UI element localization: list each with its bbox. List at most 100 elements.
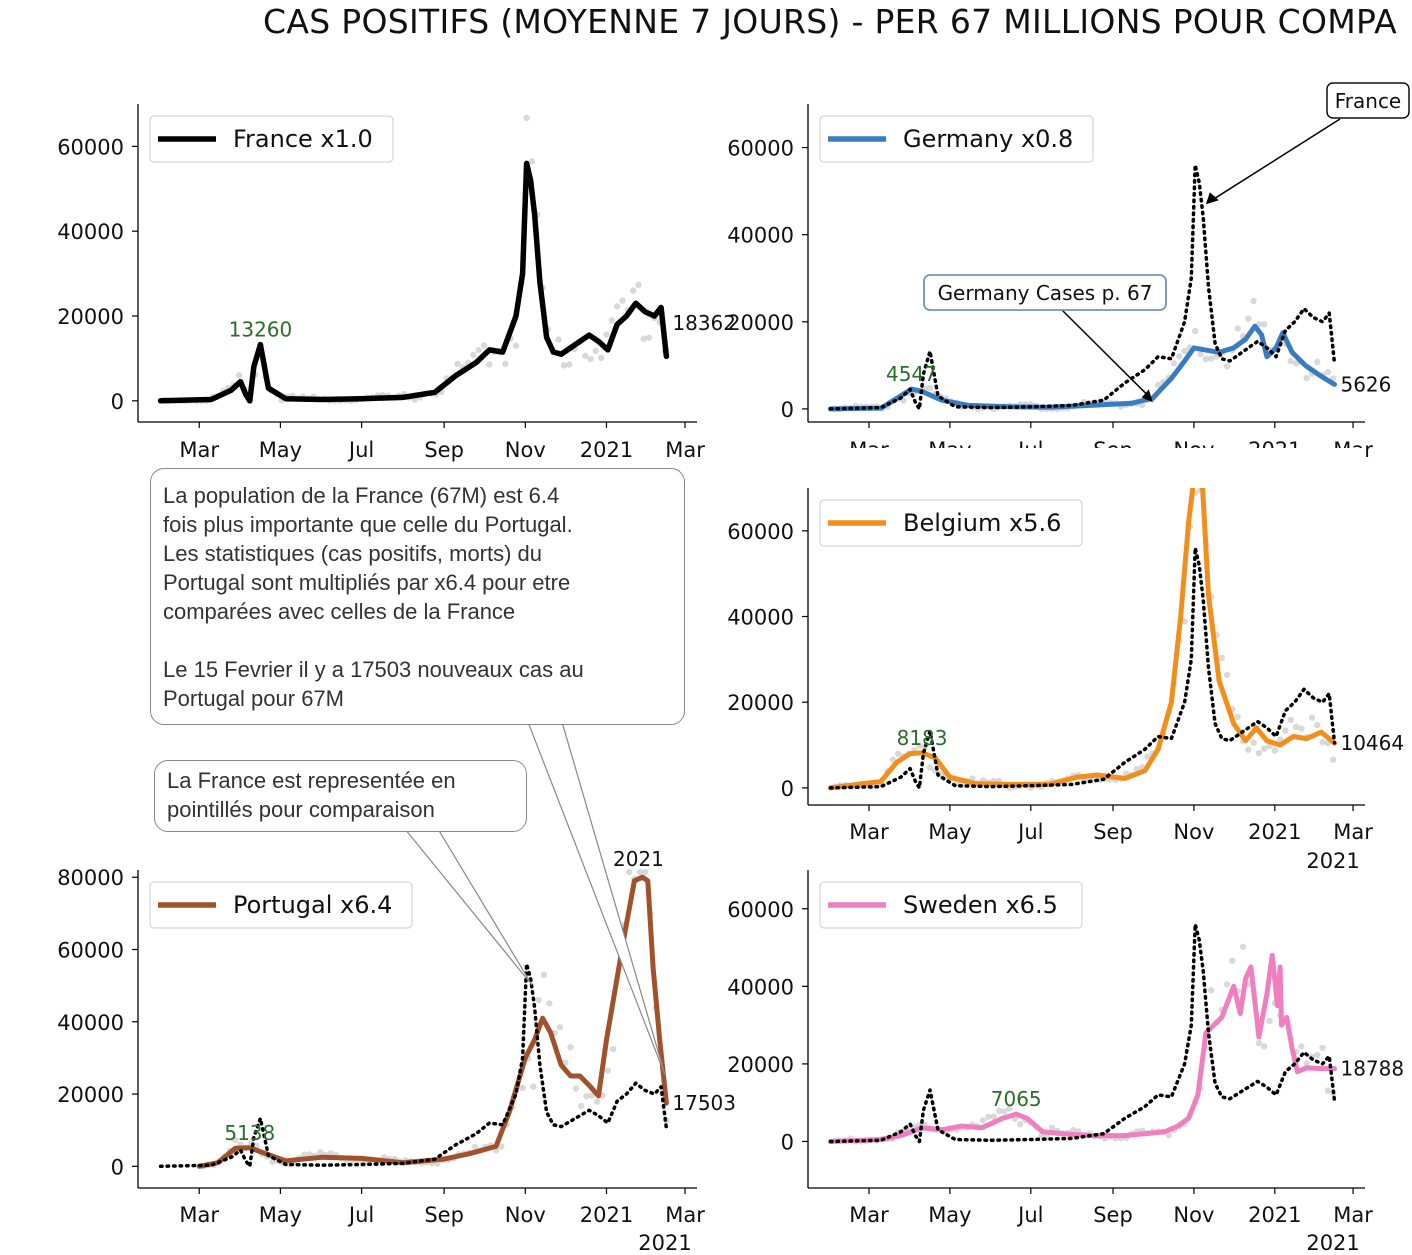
daily-value-dot <box>1006 1105 1013 1112</box>
germany-label-box <box>923 274 1167 311</box>
daily-value-dot <box>582 352 589 359</box>
daily-value-dot <box>567 1044 574 1051</box>
france-dotted-line <box>828 163 1337 411</box>
y-tick-label: 20000 <box>727 691 794 715</box>
x-tick-label: Mar <box>1333 1203 1373 1227</box>
legend: Portugal x6.4 <box>149 881 413 929</box>
page-title: CAS POSITIFS (MOYENNE 7 JOURS) - PER 67 … <box>263 2 1398 41</box>
series-line <box>828 323 1337 412</box>
y-tick-label: 0 <box>781 1130 794 1154</box>
daily-value-dot <box>635 281 642 289</box>
y-tick-label: 60000 <box>727 520 794 544</box>
daily-value-dot <box>535 996 542 1004</box>
germany-label: Germany Cases p. 67 <box>938 281 1153 305</box>
daily-value-dot <box>1234 325 1241 332</box>
legend-box <box>149 115 394 163</box>
y-tick-label: 60000 <box>727 898 794 922</box>
legend: Germany x0.8 <box>819 115 1094 163</box>
x-tick-label: 2021 <box>580 1203 633 1227</box>
y-tick-label: 0 <box>111 1155 124 1179</box>
daily-value-dot <box>603 331 610 338</box>
daily-value-dot <box>528 158 536 165</box>
x-tick-label: Jul <box>1016 820 1043 844</box>
last-value-label: 17503 <box>672 1091 736 1115</box>
population-note-tail <box>527 721 666 1076</box>
x-tick-label: Mar <box>1333 820 1373 844</box>
daily-value-dot <box>1271 747 1279 754</box>
daily-value-dot <box>1287 716 1294 723</box>
daily-value-dot <box>894 750 902 758</box>
legend-label: France x1.0 <box>233 125 373 153</box>
peak-value-label: 4547 <box>886 362 937 386</box>
last-value-label: 18788 <box>1340 1057 1404 1081</box>
chart-panel-3: 0 20000 40000 60000 80000 Mar May Jul Sep Nov 2021… <box>57 847 736 1255</box>
x-tick-label: Nov <box>1173 820 1214 844</box>
germany-arrow <box>1061 309 1150 397</box>
peak-value-label: 7065 <box>991 1087 1042 1111</box>
daily-value-dot <box>1218 654 1225 662</box>
germany-arrowhead <box>1141 389 1153 403</box>
population-note-line: Les statistiques (cas positifs, morts) d… <box>163 541 543 566</box>
daily-value-dot <box>1319 738 1326 746</box>
x-tick-year-label: 2021 <box>638 1231 691 1255</box>
daily-value-dot <box>1144 753 1151 760</box>
daily-value-dot <box>480 342 488 349</box>
daily-value-dot <box>1202 355 1210 363</box>
chart-panel-2: 0 20000 40000 60000 Mar May Jul Sep Nov 2021 Mar 20… <box>727 448 1404 873</box>
daily-value-dot <box>454 360 461 368</box>
daily-value-dot <box>502 360 509 368</box>
daily-value-dot <box>1048 1124 1056 1132</box>
dotted-note-tail <box>403 828 533 986</box>
series-line <box>157 160 670 404</box>
daily-value-dot <box>1165 1131 1172 1139</box>
daily-value-dot <box>519 1084 526 1092</box>
dotted-note-line: La France est representée en <box>167 768 456 793</box>
legend: Belgium x5.6 <box>819 499 1083 547</box>
legend-box <box>819 881 1083 929</box>
daily-value-dot <box>641 868 649 876</box>
daily-value-dot <box>317 1149 324 1156</box>
daily-value-dot <box>470 351 477 359</box>
peak-value-label: 5138 <box>224 1121 275 1145</box>
y-tick-label: 20000 <box>727 1053 794 1077</box>
daily-value-dot <box>1192 327 1199 335</box>
daily-value-dot <box>1239 943 1247 950</box>
daily-value-dot <box>235 372 243 379</box>
x-tick-label: Sep <box>424 438 464 462</box>
population-note-line <box>163 626 672 655</box>
population-note-line: Portugal sont multipliés par x6.4 pour e… <box>163 570 571 595</box>
daily-value-dot <box>593 1098 601 1105</box>
daily-value-dot <box>1245 315 1252 322</box>
x-tick-label: 2021 <box>1248 820 1301 844</box>
daily-value-dot <box>619 297 626 304</box>
daily-value-dot <box>990 1113 997 1120</box>
daily-value-dot <box>1324 368 1332 376</box>
dotted-note-callout: La France est representée en pointillés p… <box>154 760 527 832</box>
daily-value-dot <box>1303 374 1310 382</box>
daily-value-dot <box>583 1093 590 1100</box>
series-line <box>828 465 1337 791</box>
daily-value-dot <box>566 361 573 368</box>
x-tick-label: 2021 <box>1248 1203 1301 1227</box>
daily-value-dot <box>1261 745 1268 752</box>
france-dotted-line <box>828 922 1337 1144</box>
y-tick-label: 40000 <box>727 606 794 630</box>
series-line <box>196 874 669 1169</box>
daily-value-dot <box>926 764 934 771</box>
daily-value-dot <box>916 742 923 749</box>
x-tick-label: Mar <box>849 1203 889 1227</box>
series-line <box>828 952 1337 1144</box>
legend-box <box>819 115 1094 163</box>
chart-panel-0: 0 20000 40000 60000 Mar May Jul Sep Nov 2021 Mar 13… <box>57 104 736 462</box>
y-tick-label: 0 <box>781 777 794 801</box>
clip-mask <box>809 448 1366 488</box>
population-note-line: La population de la France (67M) est 6.4 <box>163 483 560 508</box>
dotted-note-line: pointillés pour comparaison <box>167 797 435 822</box>
x-tick-label: Sep <box>1093 1203 1133 1227</box>
legend: France x1.0 <box>149 115 394 163</box>
chart-panel-4: 0 20000 40000 60000 Mar May Jul Sep Nov 2021 Mar 20… <box>727 870 1404 1255</box>
daily-value-dot <box>597 354 605 362</box>
daily-value-dot <box>486 361 493 368</box>
daily-value-dot <box>523 114 530 122</box>
